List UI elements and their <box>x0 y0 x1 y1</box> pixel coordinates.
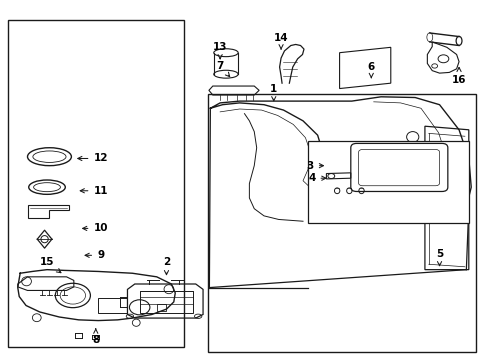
Text: 14: 14 <box>273 33 288 49</box>
Text: 3: 3 <box>306 161 323 171</box>
Text: 9: 9 <box>85 250 104 260</box>
Bar <box>307 140 468 223</box>
Bar <box>140 291 193 313</box>
Text: 4: 4 <box>307 173 325 183</box>
Text: 7: 7 <box>216 61 229 77</box>
Text: 1: 1 <box>269 84 277 101</box>
Bar <box>157 304 166 311</box>
Text: 13: 13 <box>212 42 227 59</box>
Text: 6: 6 <box>367 62 374 78</box>
Text: 10: 10 <box>82 224 108 233</box>
Text: 5: 5 <box>435 248 442 266</box>
Text: 15: 15 <box>40 257 61 273</box>
Text: 12: 12 <box>78 153 108 163</box>
Text: 16: 16 <box>451 67 466 85</box>
Text: 2: 2 <box>163 257 170 275</box>
Text: 11: 11 <box>80 186 108 196</box>
Text: 8: 8 <box>92 329 99 345</box>
Bar <box>207 94 475 352</box>
Bar <box>98 298 127 313</box>
Bar <box>8 21 183 347</box>
